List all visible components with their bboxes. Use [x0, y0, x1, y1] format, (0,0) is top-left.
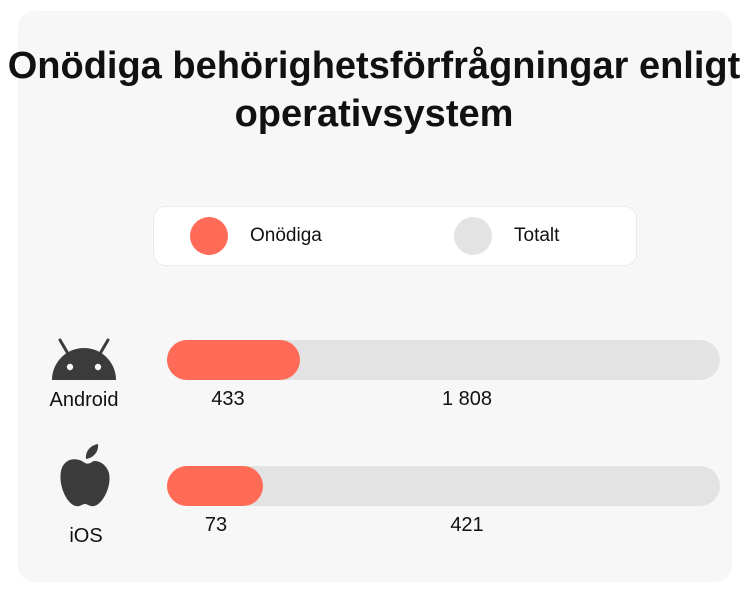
legend-item-onodiga: Onödiga [190, 207, 322, 265]
value-label-totalt-ios: 421 [450, 514, 483, 536]
value-label-totalt-android: 1 808 [442, 388, 492, 410]
value-label-onodiga-ios: 73 [205, 514, 227, 536]
android-icon [52, 338, 116, 380]
legend-item-totalt: Totalt [454, 207, 559, 265]
os-label-android: Android [49, 389, 119, 411]
bar-totalt-android [167, 340, 720, 380]
bar-totalt-ios [167, 466, 720, 506]
value-label-onodiga-android: 433 [211, 388, 244, 410]
chart-title: Onödiga behörighetsförfrågningar enligt … [7, 45, 741, 135]
legend-label-totalt: Totalt [514, 225, 560, 246]
apple-icon [60, 444, 110, 507]
legend: Onödiga Totalt [153, 206, 637, 266]
legend-swatch-onodiga [190, 217, 228, 255]
bar-onodiga-android [167, 340, 300, 380]
bar-onodiga-ios [167, 466, 263, 506]
os-label-ios: iOS [69, 525, 103, 547]
legend-swatch-totalt [454, 217, 492, 255]
legend-label-onodiga: Onödiga [250, 225, 322, 246]
